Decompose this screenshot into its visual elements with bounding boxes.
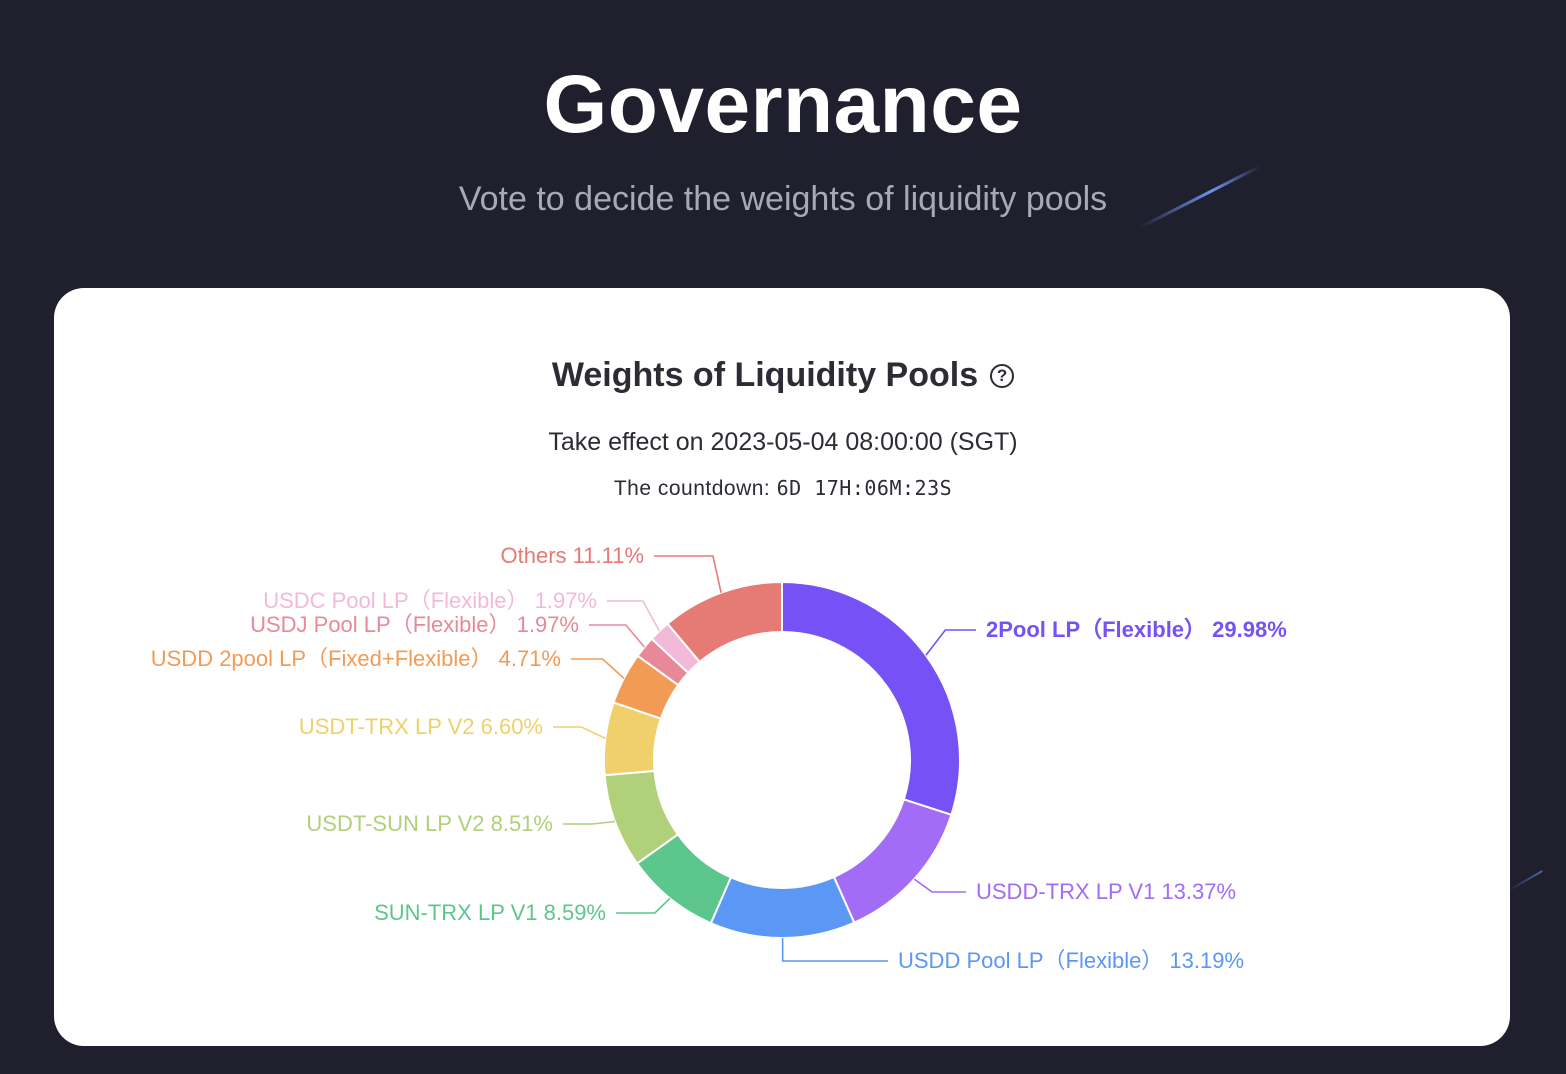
donut-slice[interactable] xyxy=(666,580,783,664)
page-title: Governance xyxy=(543,59,1023,150)
leader-line xyxy=(563,820,616,825)
leader-line xyxy=(607,600,661,632)
leader-line xyxy=(589,624,645,648)
leader-line xyxy=(616,897,671,914)
leader-line xyxy=(925,629,976,656)
slice-label: USDD-TRX LP V1 13.37% xyxy=(976,879,1236,904)
effect-date: Take effect on 2023-05-04 08:00:00 (SGT) xyxy=(548,428,1018,456)
leader-line xyxy=(913,878,966,893)
donut-slice[interactable] xyxy=(781,580,961,817)
slice-label: USDC Pool LP（Flexible） 1.97% xyxy=(263,588,597,613)
leader-line xyxy=(553,726,606,740)
countdown-value: 6D 17H:06M:23S xyxy=(776,476,953,500)
slice-label: USDT-TRX LP V2 6.60% xyxy=(299,714,543,739)
leader-line xyxy=(781,937,888,962)
donut-slice[interactable] xyxy=(832,798,953,925)
leader-line xyxy=(571,658,625,679)
slice-label: Others 11.11% xyxy=(501,543,644,568)
slice-label: SUN-TRX LP V1 8.59% xyxy=(374,900,606,925)
slice-label: 2Pool LP（Flexible） 29.98% xyxy=(986,617,1287,642)
slice-label: USDJ Pool LP（Flexible） 1.97% xyxy=(250,612,579,637)
slice-label: USDT-SUN LP V2 8.51% xyxy=(306,811,553,836)
leader-line xyxy=(654,555,722,593)
donut-slice[interactable] xyxy=(709,875,856,939)
card-title: Weights of Liquidity Pools xyxy=(551,356,979,394)
page-subtitle: Vote to decide the weights of liquidity … xyxy=(458,180,1108,218)
countdown: The countdown: 6D 17H:06M:23S xyxy=(0,476,1566,501)
card-title-row: Weights of Liquidity Pools ? xyxy=(0,356,1566,395)
slice-label: USDD Pool LP（Flexible） 13.19% xyxy=(898,948,1244,973)
slice-label: USDD 2pool LP（Fixed+Flexible） 4.71% xyxy=(151,646,561,671)
countdown-label: The countdown: xyxy=(613,477,771,500)
question-circle-icon[interactable]: ? xyxy=(990,363,1015,388)
